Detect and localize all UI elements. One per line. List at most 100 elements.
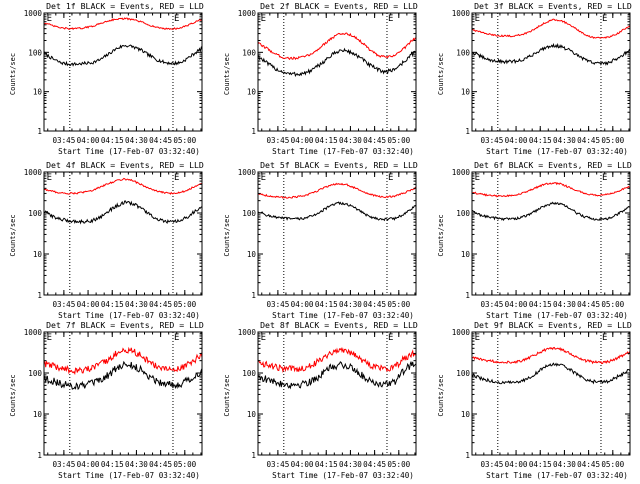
x-tick-label: 05:00: [601, 300, 624, 309]
y-tick-label: 1000: [24, 9, 43, 18]
y-tick-label: 1000: [452, 328, 471, 337]
y-tick-label: 100: [456, 48, 470, 57]
y-tick-label: 100: [28, 209, 42, 218]
y-tick-label: 1: [465, 451, 470, 460]
event-marker-label: E: [602, 333, 607, 343]
detector-panel-2: Det 2f BLACK = Events, RED = LLD Start Ti…: [223, 1, 418, 156]
plot-frame: [43, 331, 203, 456]
x-tick-label: 04:00: [291, 460, 314, 469]
y-axis-label: Counts/sec: [223, 53, 231, 95]
y-axis-label: Counts/sec: [437, 53, 445, 95]
detector-panel-8: Det 8f BLACK = Events, RED = LLD Start Ti…: [223, 320, 418, 480]
panel-title: Det 1f BLACK = Events, RED = LLD: [46, 1, 204, 11]
y-tick-label: 10: [461, 88, 471, 97]
y-tick-label: 1: [37, 127, 42, 136]
x-tick-label: 04:00: [77, 460, 100, 469]
x-tick-label: 04:45: [363, 136, 386, 145]
y-tick-label: 10: [461, 250, 471, 259]
x-axis-label: Start Time (17-Feb-07 03:32:40): [272, 471, 414, 480]
y-axis-label: Counts/sec: [223, 374, 231, 416]
x-tick-label: 04:15: [315, 300, 338, 309]
x-axis-label: Start Time (17-Feb-07 03:32:40): [272, 147, 414, 156]
y-tick-label: 10: [33, 88, 43, 97]
series-line-lld: [44, 177, 202, 195]
x-tick-label: 04:45: [577, 300, 600, 309]
x-tick-label: 04:30: [125, 460, 148, 469]
x-tick-label: 04:45: [149, 460, 172, 469]
x-tick-label: 04:15: [529, 136, 552, 145]
y-tick-label: 100: [456, 369, 470, 378]
event-marker-label: E: [47, 333, 52, 343]
panel-title: Det 7f BLACK = Events, RED = LLD: [46, 320, 204, 330]
series-line-lld: [257, 32, 417, 61]
series-line-events: [257, 47, 416, 78]
plot-frame: [471, 331, 631, 456]
y-tick-label: 100: [242, 369, 256, 378]
y-tick-label: 1000: [452, 9, 471, 18]
panel-title: Det 6f BLACK = Events, RED = LLD: [474, 160, 632, 170]
x-tick-label: 05:00: [601, 460, 624, 469]
x-tick-label: 04:15: [315, 136, 338, 145]
x-tick-label: 04:30: [553, 460, 576, 469]
y-tick-label: 1000: [238, 328, 257, 337]
y-tick-label: 1000: [24, 328, 43, 337]
y-axis-label: Counts/sec: [223, 214, 231, 256]
x-axis-label: Start Time (17-Feb-07 03:32:40): [272, 311, 414, 320]
event-marker-label: E: [388, 14, 393, 24]
series-line-lld: [257, 182, 417, 199]
x-tick-label: 05:00: [387, 136, 410, 145]
y-tick-label: 100: [242, 209, 256, 218]
x-tick-label: 04:00: [291, 136, 314, 145]
panel-title: Det 5f BLACK = Events, RED = LLD: [260, 160, 418, 170]
detector-panel-4: Det 4f BLACK = Events, RED = LLD Start Ti…: [9, 160, 204, 320]
x-axis-label: Start Time (17-Feb-07 03:32:40): [58, 471, 200, 480]
detector-panel-3: Det 3f BLACK = Events, RED = LLD Start Ti…: [437, 1, 632, 156]
x-tick-label: 03:45: [52, 460, 75, 469]
x-tick-label: 03:45: [52, 300, 75, 309]
x-tick-label: 03:45: [266, 300, 289, 309]
panel-title: Det 4f BLACK = Events, RED = LLD: [46, 160, 204, 170]
event-marker-label: E: [174, 333, 179, 343]
x-tick-label: 04:15: [101, 300, 124, 309]
x-axis-label: Start Time (17-Feb-07 03:32:40): [486, 311, 628, 320]
series-line-events: [257, 361, 417, 390]
series-line-lld: [257, 347, 417, 373]
event-marker-label: E: [261, 333, 266, 343]
x-tick-label: 04:15: [101, 136, 124, 145]
x-tick-label: 05:00: [173, 136, 196, 145]
series-line-events: [471, 42, 631, 66]
x-tick-label: 04:00: [505, 136, 528, 145]
x-tick-label: 05:00: [387, 460, 410, 469]
x-tick-label: 04:15: [529, 460, 552, 469]
y-tick-label: 1000: [24, 168, 43, 177]
series-line-events: [257, 201, 417, 222]
x-tick-label: 04:45: [149, 136, 172, 145]
event-marker-label: E: [261, 14, 266, 24]
series-line-lld: [471, 181, 630, 198]
panel-title: Det 9f BLACK = Events, RED = LLD: [474, 320, 632, 330]
plot-frame: [43, 171, 203, 296]
x-tick-label: 04:15: [529, 300, 552, 309]
x-axis-label: Start Time (17-Feb-07 03:32:40): [58, 311, 200, 320]
event-marker-label: E: [388, 173, 393, 183]
event-marker-label: E: [47, 14, 52, 24]
series-line-lld: [471, 346, 631, 365]
plot-frame: [471, 171, 631, 296]
plot-frame: [257, 12, 417, 132]
y-tick-label: 100: [28, 369, 42, 378]
x-tick-label: 04:30: [339, 136, 362, 145]
x-tick-label: 04:45: [149, 300, 172, 309]
x-tick-label: 04:30: [339, 460, 362, 469]
x-axis-label: Start Time (17-Feb-07 03:32:40): [486, 471, 628, 480]
plot-frame: [43, 12, 203, 132]
event-marker-label: E: [174, 14, 179, 24]
y-tick-label: 10: [33, 250, 43, 259]
x-tick-label: 04:45: [363, 300, 386, 309]
x-tick-label: 04:45: [577, 136, 600, 145]
y-axis-label: Counts/sec: [437, 374, 445, 416]
x-tick-label: 04:00: [505, 300, 528, 309]
x-tick-label: 03:45: [480, 460, 503, 469]
y-tick-label: 1: [465, 127, 470, 136]
y-tick-label: 100: [28, 48, 42, 57]
